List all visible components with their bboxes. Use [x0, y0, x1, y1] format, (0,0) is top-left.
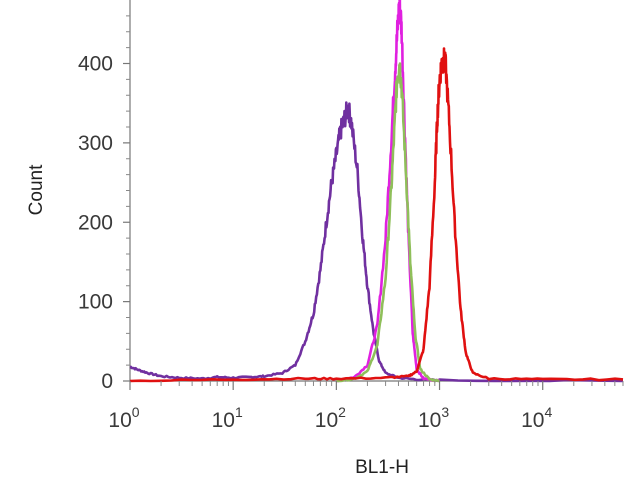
y-tick-label: 400 — [78, 53, 113, 76]
x-tick-label: 101 — [212, 404, 243, 432]
histogram-series-3 — [336, 62, 440, 383]
y-tick-label: 200 — [78, 211, 113, 234]
series-layer — [129, 0, 624, 383]
histogram-series-1 — [129, 101, 624, 383]
x-tick-label: 100 — [108, 404, 139, 432]
y-tick-label: 300 — [78, 132, 113, 155]
y-tick-label: 0 — [101, 370, 113, 393]
y-axis-title: Count — [26, 164, 47, 215]
x-tick-label: 102 — [315, 404, 346, 432]
x-tick-label: 103 — [418, 404, 449, 432]
x-tick-label: 104 — [521, 404, 552, 432]
y-tick-label: 100 — [78, 291, 113, 314]
x-axis-title: BL1-H — [355, 457, 409, 478]
histogram-series-2 — [336, 0, 441, 383]
histogram-series-4 — [129, 47, 624, 383]
axis-layer: 0 100 200 300 400 100 101 102 103 104 — [78, 15, 624, 432]
